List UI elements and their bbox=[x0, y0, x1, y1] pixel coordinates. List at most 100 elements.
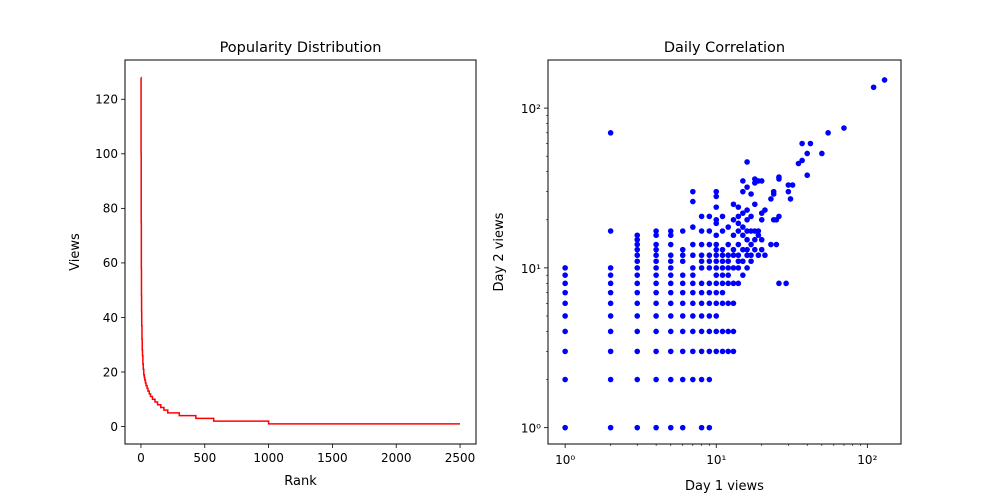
data-point bbox=[825, 130, 831, 136]
data-point bbox=[719, 300, 726, 307]
correlation-chart: Daily Correlation 10⁰ 10¹ 10² 10⁰ 10¹ 10² Day… bbox=[492, 40, 902, 494]
data-point bbox=[744, 159, 750, 165]
data-point bbox=[799, 140, 805, 147]
data-point bbox=[744, 216, 750, 223]
data-point bbox=[735, 265, 742, 271]
data-point bbox=[735, 258, 742, 265]
data-point bbox=[667, 313, 674, 319]
plot-area: 10⁰ 10¹ 10² 10⁰ 10¹ 10² bbox=[521, 77, 888, 467]
chart-title: Popularity Distribution bbox=[220, 40, 382, 56]
data-point bbox=[719, 328, 726, 335]
data-point bbox=[607, 130, 614, 136]
data-point bbox=[679, 258, 686, 265]
data-point bbox=[725, 348, 732, 355]
data-point bbox=[607, 300, 614, 307]
data-point bbox=[698, 213, 705, 220]
data-point bbox=[752, 246, 758, 253]
data-point bbox=[607, 272, 614, 278]
data-point bbox=[634, 236, 641, 243]
data-point bbox=[744, 236, 750, 243]
data-point bbox=[719, 246, 726, 253]
data-point bbox=[744, 228, 750, 234]
y-tick-label: 10¹ bbox=[521, 262, 541, 276]
data-point bbox=[740, 258, 746, 265]
data-point bbox=[690, 188, 696, 195]
data-point bbox=[785, 188, 792, 195]
data-point bbox=[735, 204, 742, 210]
data-point bbox=[634, 328, 641, 335]
data-point bbox=[698, 280, 705, 287]
data-point bbox=[744, 184, 750, 190]
data-point bbox=[719, 280, 726, 287]
data-point bbox=[667, 258, 674, 265]
data-point bbox=[735, 228, 742, 234]
y-axis-label: Day 2 views bbox=[492, 212, 507, 291]
data-point bbox=[562, 289, 568, 296]
data-point bbox=[607, 376, 614, 383]
data-point bbox=[713, 313, 720, 319]
y-tick-label: 80 bbox=[103, 202, 118, 216]
data-point bbox=[698, 289, 705, 296]
series-line bbox=[140, 76, 461, 425]
data-point bbox=[653, 272, 659, 278]
data-point bbox=[607, 265, 614, 271]
data-point bbox=[634, 280, 641, 287]
data-point bbox=[679, 252, 686, 259]
data-point bbox=[634, 376, 641, 383]
y-tick-label: 60 bbox=[103, 256, 118, 270]
data-point bbox=[562, 272, 568, 278]
data-point bbox=[744, 207, 750, 213]
data-point bbox=[706, 289, 713, 296]
data-point bbox=[690, 265, 696, 271]
data-point bbox=[804, 172, 811, 179]
data-point bbox=[719, 289, 726, 296]
data-point bbox=[634, 272, 641, 278]
data-point bbox=[690, 313, 696, 319]
data-point bbox=[730, 280, 737, 287]
data-point bbox=[698, 300, 705, 307]
data-point bbox=[725, 241, 732, 248]
data-point bbox=[713, 280, 720, 287]
data-point bbox=[679, 272, 686, 278]
data-point bbox=[804, 150, 811, 157]
data-point bbox=[730, 246, 737, 253]
data-point bbox=[667, 289, 674, 296]
data-point bbox=[562, 313, 568, 319]
data-point bbox=[762, 252, 768, 259]
data-point bbox=[653, 252, 659, 259]
data-point bbox=[776, 280, 782, 287]
data-point bbox=[698, 328, 705, 335]
data-point bbox=[719, 252, 726, 259]
data-point bbox=[819, 150, 825, 157]
data-point bbox=[713, 216, 720, 223]
y-tick-label: 20 bbox=[103, 365, 118, 379]
data-point bbox=[667, 328, 674, 335]
data-point bbox=[698, 228, 705, 234]
x-tick-label: 10⁰ bbox=[555, 453, 575, 467]
data-point bbox=[679, 300, 686, 307]
data-point bbox=[730, 348, 737, 355]
data-point bbox=[679, 289, 686, 296]
data-point bbox=[713, 241, 720, 248]
data-point bbox=[679, 280, 686, 287]
data-point bbox=[725, 272, 732, 278]
data-point bbox=[653, 280, 659, 287]
data-point bbox=[799, 157, 805, 164]
data-point bbox=[755, 252, 762, 259]
data-point bbox=[719, 213, 726, 220]
data-point bbox=[667, 300, 674, 307]
data-point bbox=[667, 252, 674, 259]
data-point bbox=[667, 280, 674, 287]
data-point bbox=[634, 289, 641, 296]
data-point bbox=[607, 424, 614, 431]
data-point bbox=[690, 272, 696, 278]
data-point bbox=[679, 313, 686, 319]
data-point bbox=[706, 313, 713, 319]
data-point bbox=[744, 252, 750, 259]
data-point bbox=[653, 258, 659, 265]
data-point bbox=[706, 228, 713, 234]
data-point bbox=[653, 328, 659, 335]
data-point bbox=[713, 232, 720, 239]
data-point bbox=[634, 313, 641, 319]
